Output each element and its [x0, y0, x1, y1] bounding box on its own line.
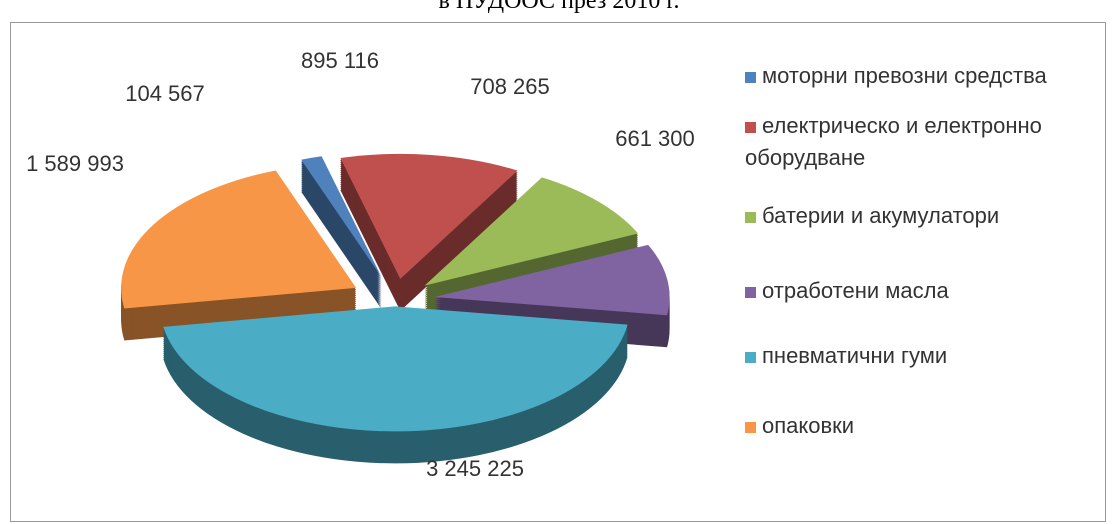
- slice: [340, 153, 518, 279]
- legend-swatch: [745, 287, 756, 298]
- legend-swatch: [745, 422, 756, 433]
- slice: [424, 177, 639, 286]
- legend-swatch: [745, 72, 756, 83]
- chart-title: в ПУДООС през 2010 г.: [438, 0, 680, 14]
- data-label: 1 589 993: [26, 151, 124, 176]
- legend-entry: отработени масла: [745, 275, 1105, 307]
- legend-swatch: [745, 122, 756, 133]
- data-label: 895 116: [301, 48, 379, 73]
- legend-entry: електрическо и електронно оборудване: [745, 110, 1105, 174]
- legend-label: пневматични гуми: [762, 343, 948, 368]
- legend-label: батерии и акумулатори: [762, 203, 1000, 228]
- legend-entry: опаковки: [745, 410, 1105, 442]
- legend-swatch: [745, 212, 756, 223]
- slice: [121, 170, 357, 309]
- data-label: 104 567: [125, 81, 205, 106]
- legend-label: електрическо и електронно оборудване: [745, 113, 1042, 170]
- legend-label: моторни превозни средства: [762, 63, 1047, 88]
- chart-frame: [10, 22, 1106, 522]
- slice: [163, 306, 628, 432]
- slice: [434, 244, 670, 316]
- slice: [301, 156, 382, 278]
- legend-entry: пневматични гуми: [745, 340, 1105, 372]
- legend-label: опаковки: [762, 413, 855, 438]
- data-label: 3 245 225: [426, 456, 524, 481]
- legend-label: отработени масла: [762, 278, 949, 303]
- legend-entry: моторни превозни средства: [745, 60, 1105, 92]
- data-label: 661 300: [615, 126, 695, 151]
- data-label: 708 265: [470, 74, 550, 99]
- legend-swatch: [745, 352, 756, 363]
- legend-entry: батерии и акумулатори: [745, 200, 1105, 232]
